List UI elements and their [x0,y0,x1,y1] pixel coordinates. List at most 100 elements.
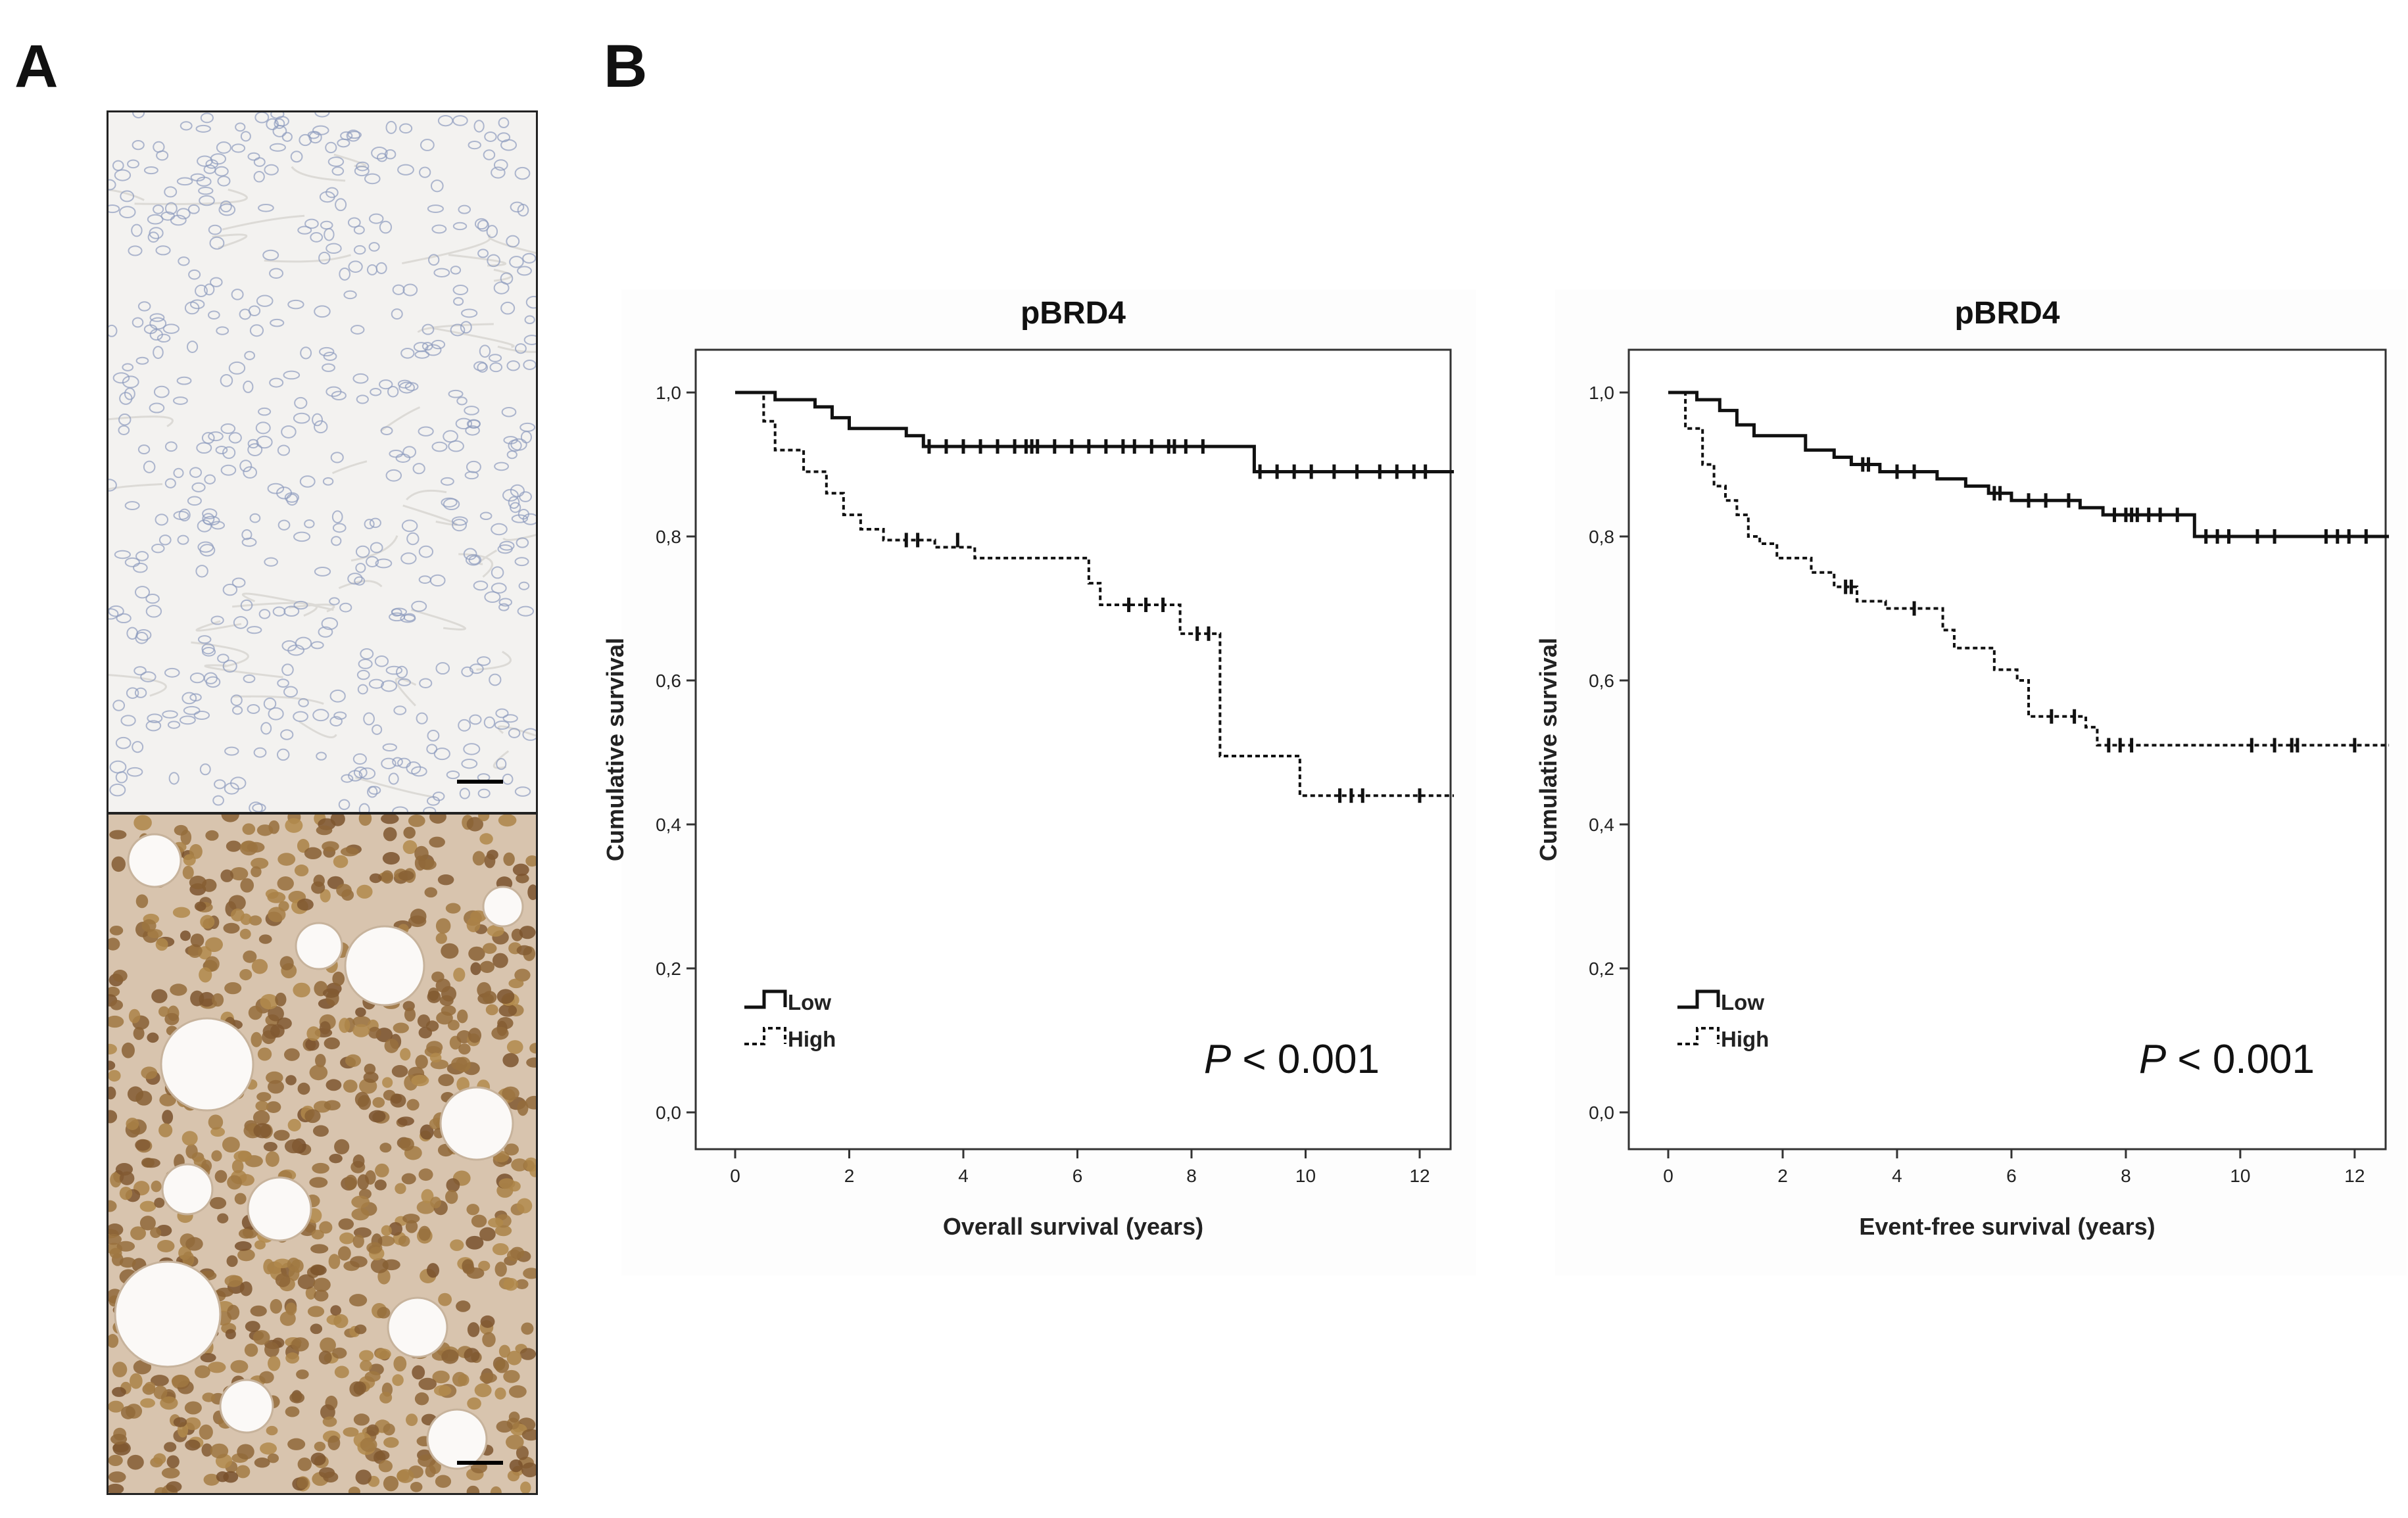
cell-nucleus [276,748,290,761]
cell-nucleus [231,289,244,300]
y-axis-label: Cumulative survival [602,638,629,861]
cell-nucleus [498,603,510,611]
cell-nucleus [477,362,489,373]
stained-nucleus [161,1467,180,1479]
cell-nucleus [316,751,327,761]
cell-nucleus [381,757,397,770]
cell-nucleus [402,446,417,458]
cell-nucleus [489,673,502,686]
micrograph-high-image [108,815,536,1493]
cell-nucleus [479,344,491,358]
cell-nucleus [164,478,176,488]
stained-nucleus [339,1232,354,1245]
micrograph-low-staining [107,110,538,814]
x-tick-label: 12 [2344,1166,2365,1186]
cell-nucleus [519,491,532,502]
stained-nucleus [393,1356,407,1372]
stained-nucleus [154,1197,165,1208]
stained-nucleus [478,815,490,822]
stained-nucleus [205,937,223,953]
stained-nucleus [334,1365,349,1379]
cell-nucleus [320,220,333,230]
stained-nucleus [438,1074,454,1087]
cell-nucleus [321,617,339,630]
cell-nucleus [231,577,246,588]
stained-nucleus [287,1438,306,1450]
cell-nucleus [459,788,470,799]
stained-nucleus [450,1239,464,1251]
stained-nucleus [190,934,205,947]
stained-nucleus [297,839,310,853]
stained-nucleus [228,895,246,911]
cell-nucleus [319,191,335,203]
stained-nucleus [135,894,149,909]
cell-nucleus [249,801,263,812]
p-value-annotation: P < 0.001 [1204,1037,1380,1082]
cell-nucleus [115,736,132,749]
cell-nucleus [156,150,169,161]
cell-nucleus [137,444,151,455]
cell-nucleus [220,374,233,387]
stained-nucleus [458,1373,470,1387]
stained-nucleus [348,1486,360,1493]
cell-nucleus [293,600,308,610]
cell-nucleus [374,655,389,667]
cell-nucleus [393,705,407,715]
stroma-fiber [395,677,417,707]
cell-nucleus [385,665,403,675]
cell-nucleus [304,519,315,529]
stained-nucleus [200,914,215,929]
cell-nucleus [277,444,291,456]
cell-nucleus [427,204,444,213]
cell-nucleus [468,555,481,565]
stained-nucleus [377,1307,391,1319]
stained-nucleus [253,1330,270,1345]
stained-nucleus [517,1100,529,1116]
stained-nucleus [352,1234,364,1248]
stained-nucleus [471,1214,487,1228]
cell-nucleus [463,548,477,560]
cell-nucleus [370,542,383,554]
cell-nucleus [350,325,365,335]
cell-nucleus [145,720,162,732]
stained-nucleus [415,1055,428,1069]
stained-nucleus [424,887,437,898]
cell-nucleus [118,425,130,435]
cell-nucleus [318,251,331,265]
stained-nucleus [265,1151,279,1167]
cell-nucleus [164,667,180,678]
cell-nucleus [423,807,437,812]
stained-nucleus [238,1228,254,1239]
cell-nucleus [280,729,294,740]
stained-nucleus [253,1123,272,1139]
stained-nucleus [277,853,296,866]
cell-nucleus [375,262,387,274]
stained-nucleus [150,1375,169,1387]
cell-nucleus [473,361,487,371]
stained-nucleus [472,851,485,866]
cell-nucleus [151,543,165,554]
stained-nucleus [242,823,256,835]
stained-nucleus [310,1323,323,1335]
y-tick-label: 0,2 [1589,959,1614,979]
cell-nucleus [347,217,361,228]
cell-nucleus [243,674,256,684]
cell-nucleus [358,659,373,669]
stained-nucleus [108,1454,123,1466]
cell-nucleus [416,712,428,724]
stained-nucleus [108,1060,116,1070]
stained-nucleus [529,1043,536,1054]
cell-nucleus [149,317,167,330]
stained-nucleus [130,1373,143,1389]
stained-nucleus [255,1101,269,1112]
cell-nucleus [199,544,216,557]
stained-nucleus [230,909,245,922]
stroma-fiber [204,664,283,678]
cell-nucleus [252,803,266,812]
stained-nucleus [263,1258,274,1275]
legend-label-high: High [1721,1027,1769,1051]
cell-nucleus [298,698,309,707]
cell-nucleus [387,385,399,398]
cell-nucleus [469,714,482,725]
stained-nucleus [190,990,205,1007]
